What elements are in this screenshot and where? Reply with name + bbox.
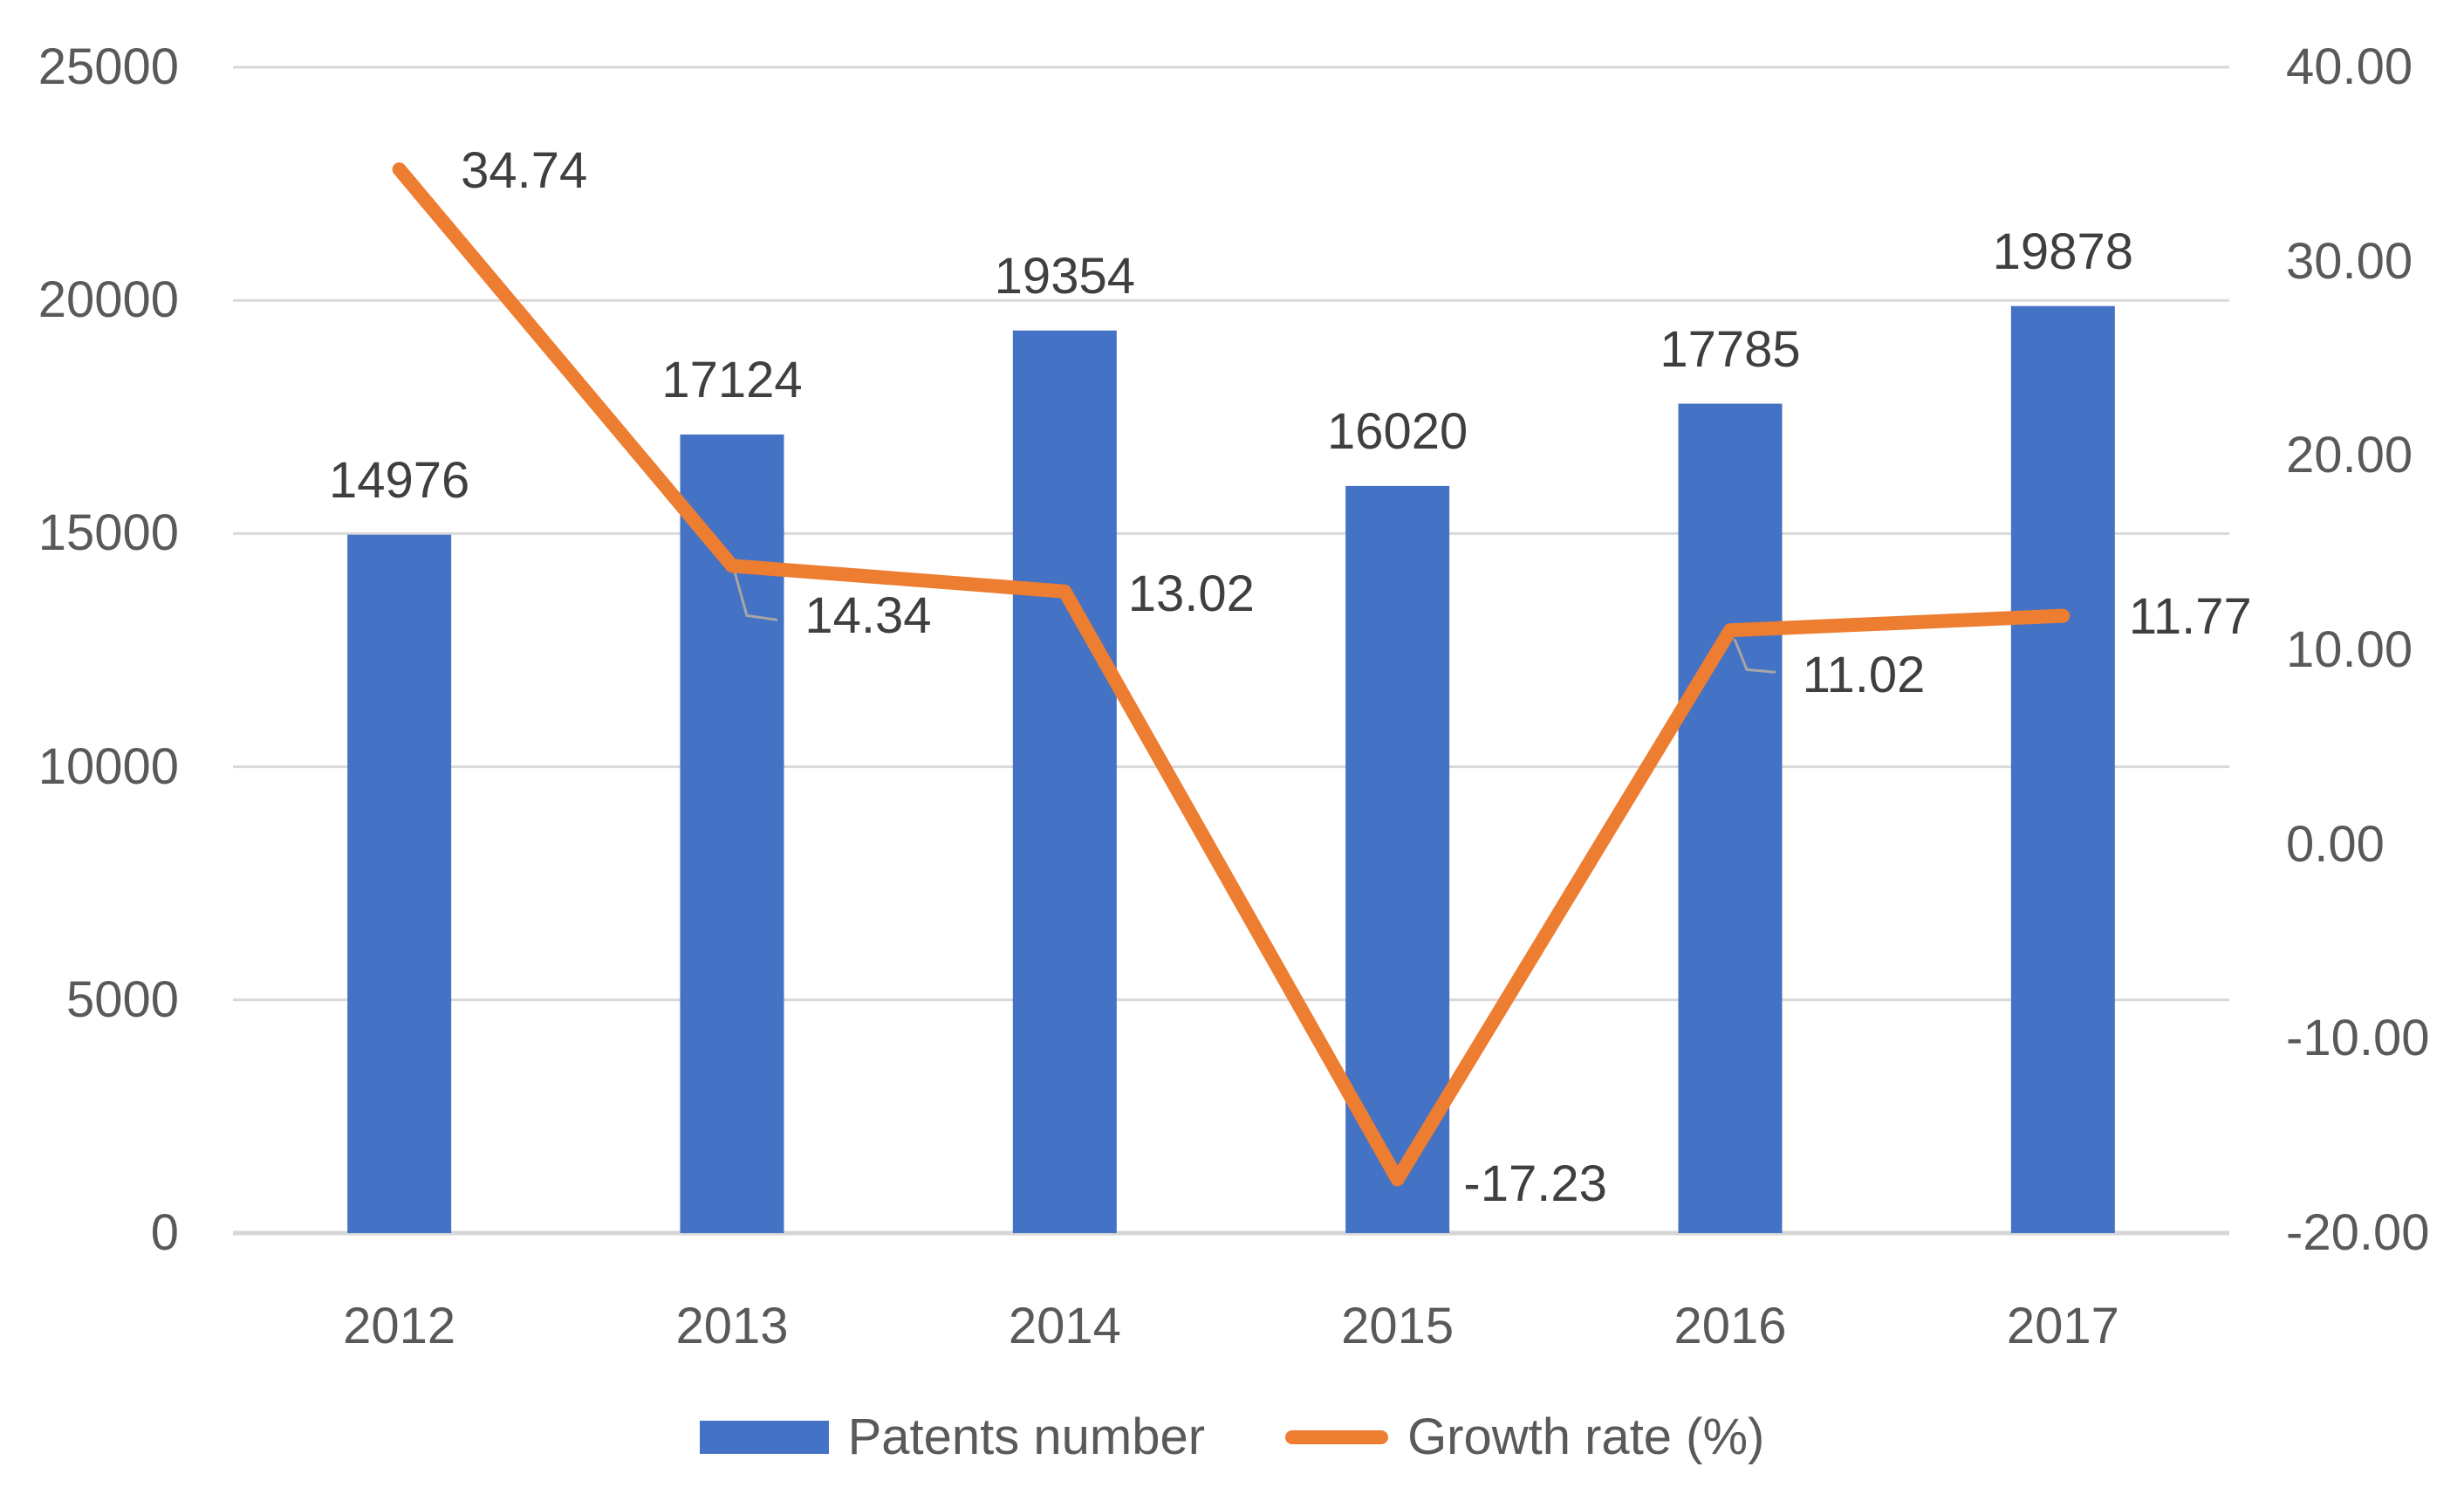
y-axis-primary-tick-label: 0: [150, 1204, 179, 1261]
x-axis-year-label: 2013: [675, 1298, 789, 1354]
bar-value-label: 17124: [661, 351, 803, 408]
bar-value-label: 19354: [994, 247, 1135, 305]
line-point-label: 11.77: [2128, 587, 2252, 645]
x-axis-year-label: 2017: [2006, 1298, 2119, 1354]
y-axis-primary-tick-label: 10000: [38, 737, 179, 795]
bar-2013: [680, 434, 784, 1233]
y-axis-secondary-tick-label: 0.00: [2286, 815, 2385, 873]
bar-2014: [1012, 330, 1117, 1234]
line-point-label: 14.34: [804, 587, 932, 645]
bar-value-label: 19878: [1992, 223, 2133, 280]
bar-value-label: 17785: [1660, 320, 1801, 378]
legend-item-patents-number: Patents number: [699, 1408, 1206, 1465]
y-axis-secondary-tick-label: 10.00: [2286, 621, 2413, 678]
label-leader-line: [733, 571, 778, 621]
bar-value-label: 16020: [1327, 402, 1468, 460]
legend-label-growth-rate: Growth rate (%): [1407, 1408, 1765, 1465]
y-axis-primary-tick-label: 20000: [38, 271, 179, 329]
legend: Patents number Growth rate (%): [0, 1412, 2464, 1463]
x-axis-year-label: 2014: [1008, 1298, 1121, 1354]
bar-2016: [1678, 403, 1783, 1234]
label-leader-line: [1733, 638, 1776, 674]
y-axis-secondary-tick-label: 40.00: [2286, 38, 2413, 95]
y-axis-primary-tick-label: 25000: [38, 38, 179, 95]
growth-rate-line: [392, 162, 2070, 1187]
line-point-label: -17.23: [1463, 1155, 1607, 1213]
bar-2017: [2010, 305, 2115, 1233]
y-axis-secondary-tick-label: 20.00: [2286, 427, 2413, 484]
line-series-swatch: [1285, 1430, 1389, 1444]
x-axis-year-label: 2016: [1673, 1298, 1787, 1354]
legend-item-growth-rate: Growth rate (%): [1285, 1412, 1764, 1463]
y-axis-primary-tick-label: 15000: [38, 504, 179, 562]
bar-2012: [347, 534, 452, 1233]
legend-label-patents-number: Patents number: [847, 1408, 1206, 1465]
y-axis-secondary-tick-label: -20.00: [2286, 1204, 2430, 1261]
line-point-label: 11.02: [1802, 647, 1926, 704]
bar-value-label: 14976: [329, 451, 470, 509]
bar-series-swatch: [699, 1421, 829, 1454]
y-axis-secondary-tick-label: -10.00: [2286, 1010, 2430, 1067]
line-point-label: 34.74: [461, 142, 588, 200]
line-point-label: 13.02: [1127, 565, 1255, 622]
y-axis-secondary-tick-label: 30.00: [2286, 232, 2413, 290]
x-axis-year-label: 2015: [1341, 1298, 1454, 1354]
x-axis-year-label: 2012: [343, 1298, 456, 1354]
y-axis-primary-tick-label: 5000: [65, 970, 179, 1028]
